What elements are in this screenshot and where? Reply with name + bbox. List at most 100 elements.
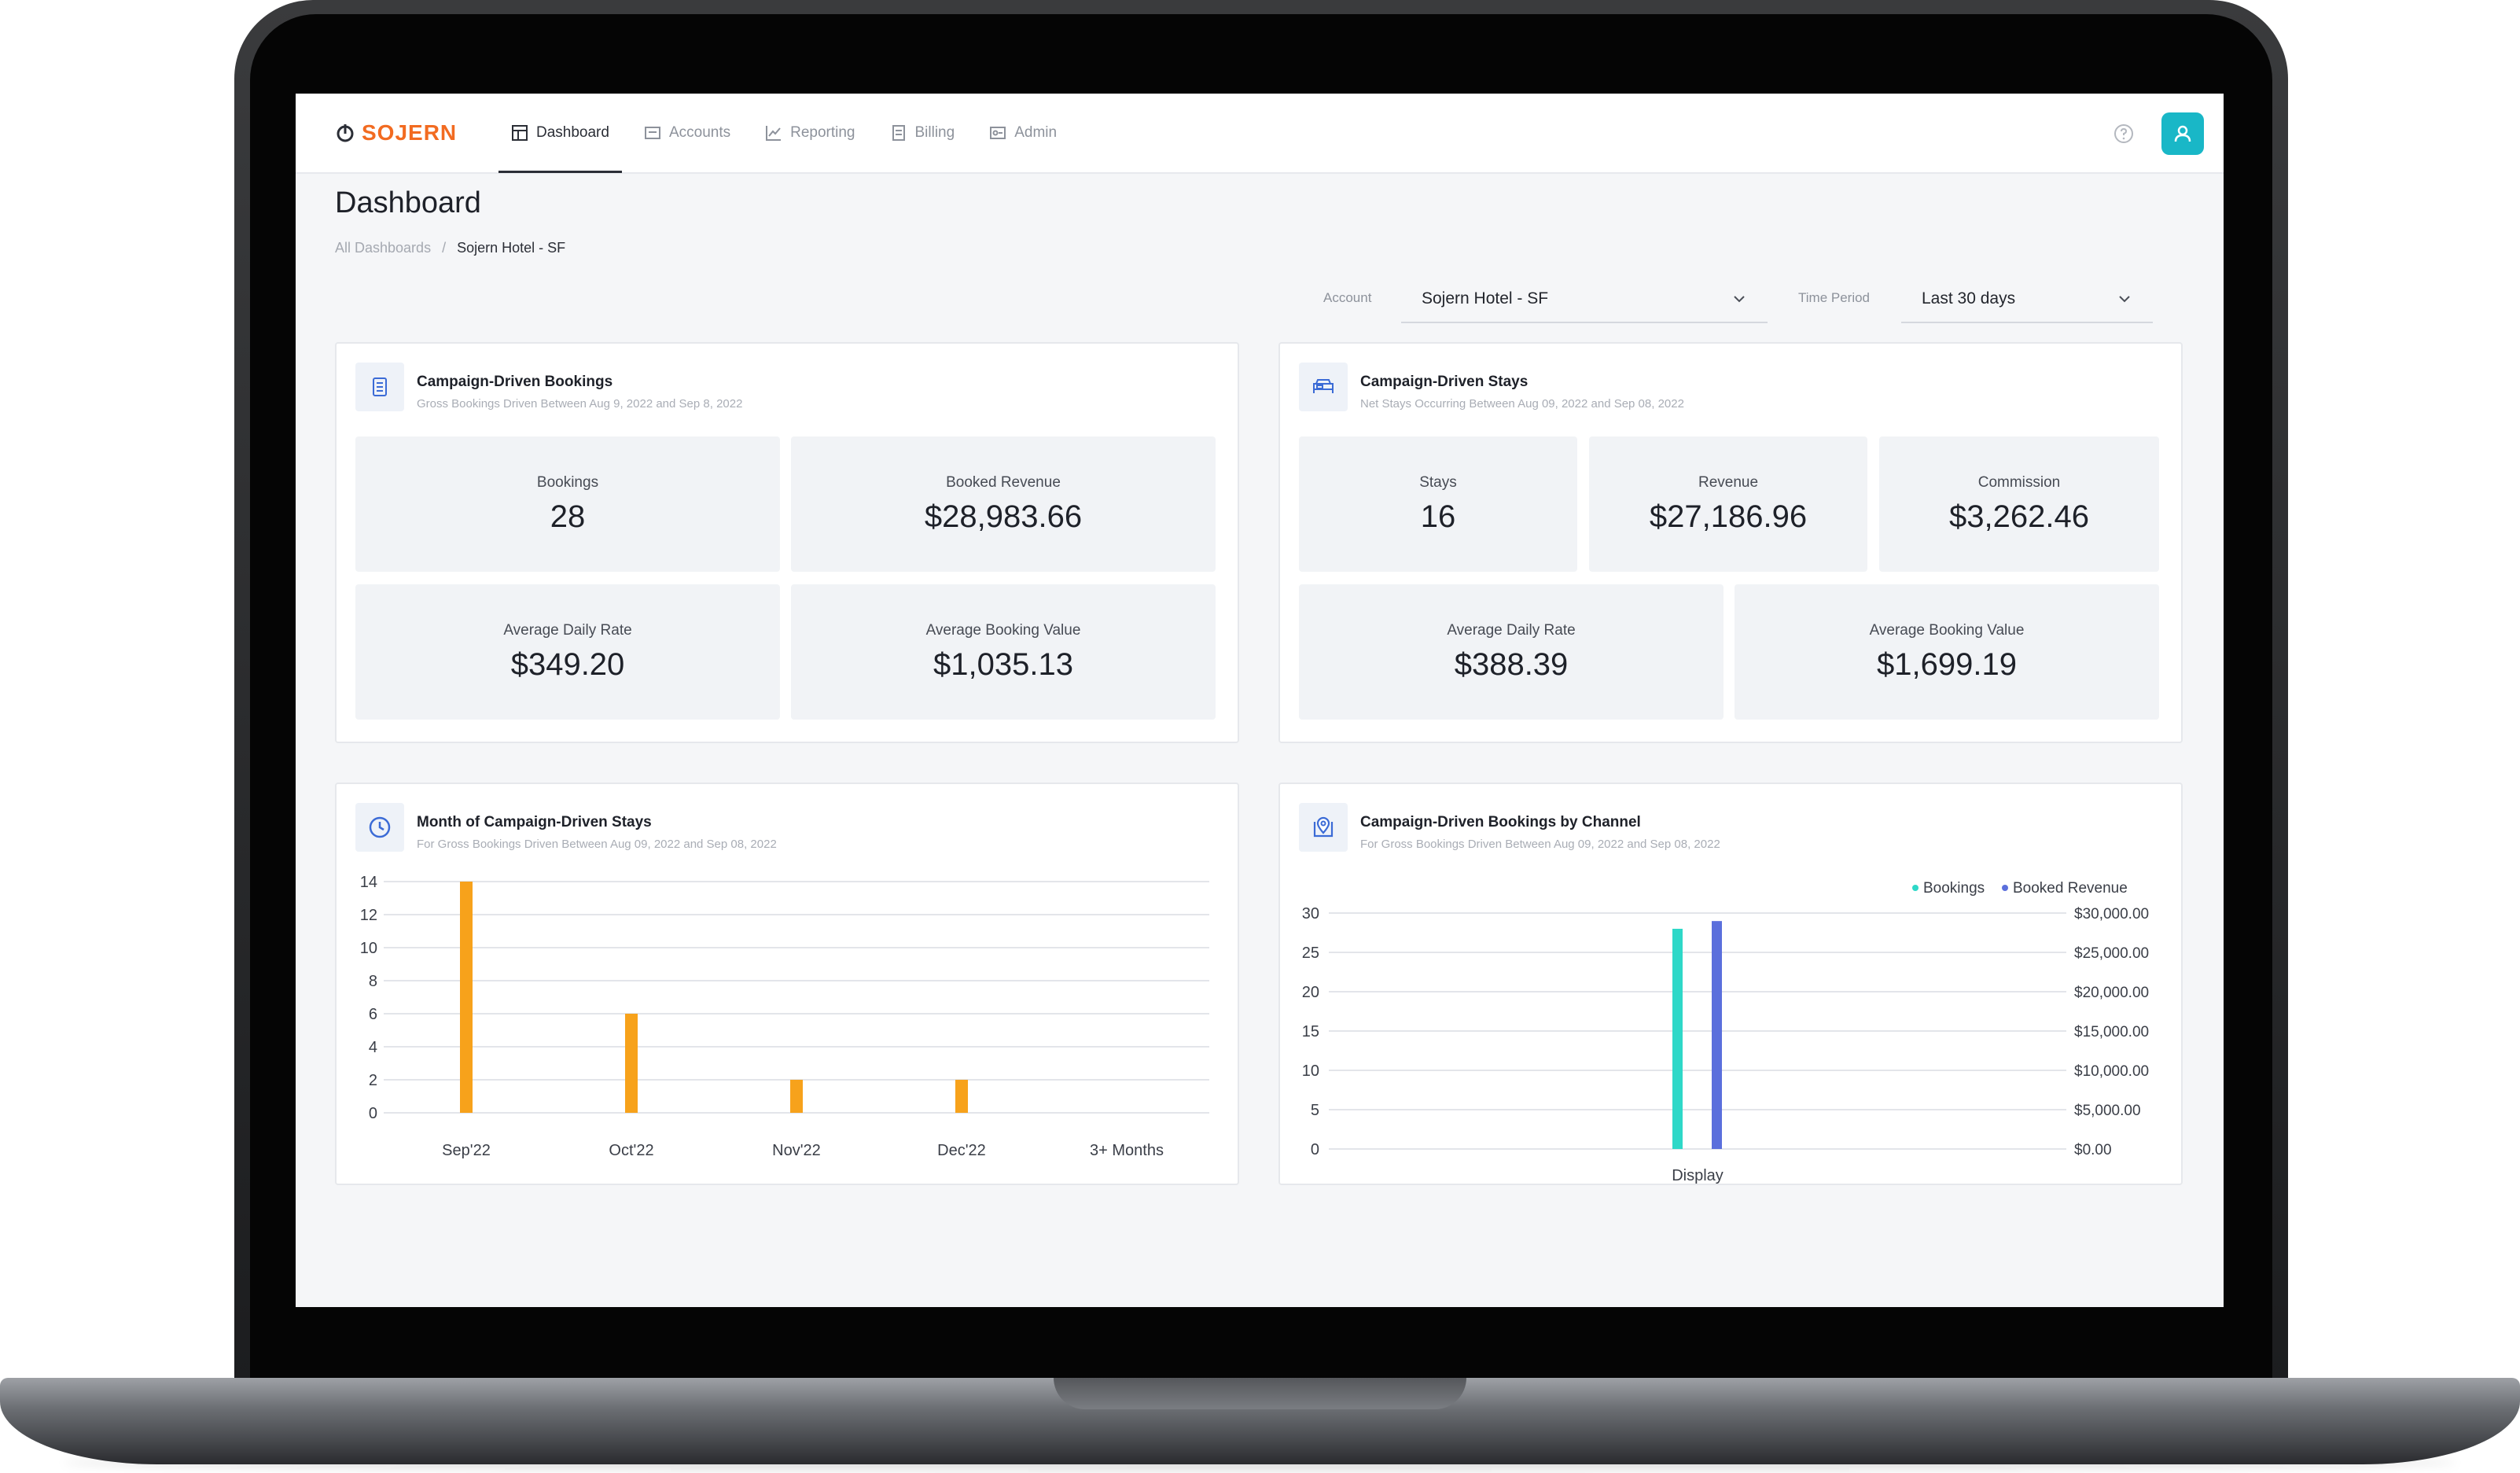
time-period-select-value: Last 30 days — [1922, 289, 2016, 307]
x-tick-label: Nov'22 — [772, 1142, 821, 1159]
legend-swatch-booked-revenue — [2002, 885, 2008, 891]
x-tick-label: Dec'22 — [937, 1142, 986, 1159]
legend-label-bookings[interactable]: Bookings — [1923, 880, 1985, 897]
page-title: Dashboard — [335, 186, 481, 219]
time-period-select[interactable]: Last 30 days — [1901, 276, 2153, 323]
month-chart-icon-box — [355, 803, 404, 852]
metric-average-booking-value: Average Booking Value $1,035.13 — [791, 584, 1216, 720]
sojern-logo[interactable]: SOJERN — [335, 120, 457, 145]
bookings-card-icon-box — [355, 363, 404, 411]
help-icon[interactable] — [2113, 123, 2134, 144]
bar[interactable] — [625, 1014, 638, 1113]
bed-icon — [1313, 379, 1334, 393]
channel-chart-icon-box — [1299, 803, 1348, 852]
y-left-tick-label: 5 — [1311, 1102, 1319, 1119]
metric-revenue: Revenue $27,186.96 — [1589, 436, 1867, 572]
metric-value: 16 — [1420, 499, 1456, 534]
list-document-icon — [373, 377, 387, 396]
stays-card-subtitle: Net Stays Occurring Between Aug 09, 2022… — [1360, 397, 1684, 411]
metric-value: $28,983.66 — [924, 499, 1083, 534]
x-tick-label: Display — [1672, 1167, 1724, 1184]
nav-item-admin[interactable]: Admin — [977, 94, 1069, 172]
y-tick-label: 8 — [369, 973, 377, 990]
legend-swatch-bookings — [1912, 885, 1919, 891]
y-right-tick-label: $20,000.00 — [2074, 985, 2149, 1001]
main-nav: Dashboard Accounts Reporting — [498, 94, 1079, 173]
nav-item-accounts[interactable]: Accounts — [631, 94, 743, 172]
legend-label-booked-revenue[interactable]: Booked Revenue — [2013, 880, 2128, 897]
laptop-notch — [1054, 1378, 1466, 1409]
x-tick-label: 3+ Months — [1090, 1142, 1164, 1159]
month-stays-chart-card: Month of Campaign-Driven Stays For Gross… — [335, 783, 1239, 1185]
y-tick-label: 14 — [360, 874, 377, 891]
metric-value: $349.20 — [510, 646, 625, 682]
metric-bookings: Bookings 28 — [355, 436, 780, 572]
stays-card-icon-box — [1299, 363, 1348, 411]
bookings-card-subtitle: Gross Bookings Driven Between Aug 9, 202… — [417, 397, 743, 411]
metric-value: 28 — [550, 499, 586, 534]
month-chart-subtitle: For Gross Bookings Driven Between Aug 09… — [417, 838, 777, 851]
nav-item-dashboard[interactable]: Dashboard — [498, 94, 622, 173]
month-chart-title: Month of Campaign-Driven Stays — [417, 814, 652, 830]
breadcrumb-all-dashboards[interactable]: All Dashboards — [335, 240, 432, 256]
y-right-tick-label: $10,000.00 — [2074, 1063, 2149, 1080]
month-chart-card-header: Month of Campaign-Driven Stays For Gross… — [355, 803, 777, 852]
y-right-tick-label: $15,000.00 — [2074, 1024, 2149, 1040]
breadcrumb-current: Sojern Hotel - SF — [457, 240, 566, 256]
nav-label-dashboard: Dashboard — [536, 124, 609, 141]
top-navbar: SOJERN Dashboard Accounts — [296, 94, 2224, 174]
bar[interactable] — [955, 1080, 968, 1113]
reporting-icon — [766, 126, 782, 141]
metric-value: $388.39 — [1454, 646, 1569, 682]
x-tick-label: Sep'22 — [442, 1142, 491, 1159]
y-right-tick-label: $5,000.00 — [2074, 1103, 2141, 1119]
y-left-tick-label: 15 — [1302, 1023, 1319, 1040]
y-tick-label: 2 — [369, 1072, 377, 1089]
channel-chart-card: Campaign-Driven Bookings by Channel For … — [1278, 783, 2183, 1185]
nav-label-billing: Billing — [914, 124, 955, 141]
metric-value: $3,262.46 — [1949, 499, 2089, 534]
y-tick-label: 10 — [360, 940, 377, 957]
nav-label-admin: Admin — [1014, 124, 1058, 141]
accounts-icon — [644, 127, 660, 139]
y-left-tick-label: 10 — [1302, 1062, 1319, 1080]
month-stays-bar-chart: 0 2 4 6 8 10 12 14 Sep'22 Oct'22 Nov'22 Dec'22 3+ Mo… — [360, 874, 1209, 1159]
metric-label: Average Daily Rate — [1447, 621, 1576, 639]
admin-icon — [990, 127, 1006, 139]
metric-value: $27,186.96 — [1649, 499, 1808, 534]
sojern-logo-icon — [337, 124, 354, 142]
metric-booked-revenue: Booked Revenue $28,983.66 — [791, 436, 1216, 572]
metric-value: $1,035.13 — [933, 646, 1073, 682]
nav-label-accounts: Accounts — [668, 124, 731, 141]
metric-label: Stays — [1419, 473, 1457, 491]
metric-stays-average-daily-rate: Average Daily Rate $388.39 — [1299, 584, 1724, 720]
metric-label: Bookings — [536, 473, 599, 491]
account-filter-label: Account — [1323, 290, 1372, 305]
user-avatar-button[interactable] — [2161, 112, 2204, 155]
breadcrumb-separator: / — [442, 240, 447, 256]
y-right-tick-label: $30,000.00 — [2074, 906, 2149, 922]
bar[interactable] — [460, 882, 473, 1113]
y-tick-label: 6 — [369, 1006, 377, 1023]
nav-item-reporting[interactable]: Reporting — [752, 94, 867, 172]
metric-label: Average Booking Value — [1869, 621, 2025, 639]
y-right-tick-label: $25,000.00 — [2074, 945, 2149, 962]
y-tick-label: 12 — [360, 907, 377, 924]
metric-value: $1,699.19 — [1877, 646, 2017, 682]
y-left-tick-label: 0 — [1311, 1141, 1319, 1158]
stays-card-header: Campaign-Driven Stays Net Stays Occurrin… — [1299, 363, 1684, 411]
y-left-tick-label: 30 — [1302, 905, 1319, 922]
metric-average-daily-rate: Average Daily Rate $349.20 — [355, 584, 780, 720]
chevron-down-icon — [1734, 296, 1745, 303]
nav-item-billing[interactable]: Billing — [877, 94, 968, 172]
stays-card: Campaign-Driven Stays Net Stays Occurrin… — [1278, 342, 2183, 743]
channel-bar-chart: 0 $0.00 5 $5,000.00 10 $10,000.00 15 $15,000.00… — [1302, 880, 2149, 1184]
bar-booked-revenue[interactable] — [1712, 921, 1722, 1149]
account-select[interactable]: Sojern Hotel - SF — [1401, 276, 1768, 323]
bar[interactable] — [790, 1080, 803, 1113]
nav-label-reporting: Reporting — [790, 124, 855, 141]
bookings-card-title: Campaign-Driven Bookings — [417, 374, 613, 390]
metric-label: Booked Revenue — [946, 473, 1061, 491]
bar-bookings[interactable] — [1672, 929, 1683, 1149]
channel-chart-card-header: Campaign-Driven Bookings by Channel For … — [1299, 803, 1720, 852]
